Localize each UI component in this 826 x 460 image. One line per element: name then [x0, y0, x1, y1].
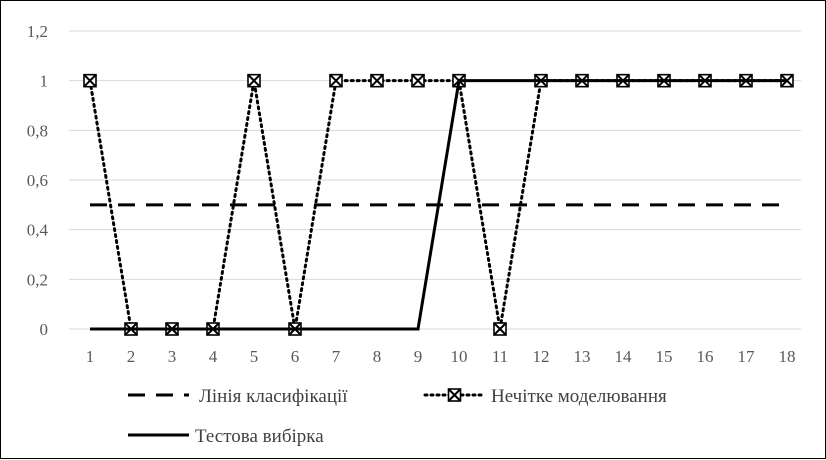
marker-cross-b [411, 73, 425, 88]
x-axis-ticks: 1 2 3 4 5 6 7 8 9 10 11 12 13 14 15 16 17 18 [86, 347, 796, 366]
legend-item-2: Нечітке моделювання [423, 386, 667, 407]
marker-cross-b [329, 73, 343, 88]
boxed-x-marker [83, 73, 97, 88]
boxed-x-marker [370, 73, 384, 88]
legend-item-3: Тестова вибірка [128, 426, 324, 447]
x-tick-label: 18 [779, 347, 796, 366]
x-tick-label: 13 [574, 347, 591, 366]
marker-cross-b [83, 73, 97, 88]
y-tick-label: 0 [40, 320, 49, 339]
x-tick-label: 8 [373, 347, 382, 366]
x-tick-label: 3 [168, 347, 177, 366]
x-tick-label: 11 [492, 347, 508, 366]
x-tick-label: 6 [291, 347, 300, 366]
legend-label: Нечітке моделювання [491, 386, 667, 407]
boxed-x-marker [493, 322, 507, 336]
y-tick-label: 1 [40, 72, 49, 91]
legend-label: Лінія класифікації [199, 386, 348, 407]
x-tick-label: 17 [738, 347, 756, 366]
gridlines [69, 30, 801, 330]
x-tick-label: 15 [656, 347, 673, 366]
legend-label: Тестова вибірка [195, 426, 324, 447]
x-tick-label: 4 [209, 347, 218, 366]
boxed-x-marker [329, 73, 343, 88]
x-tick-label: 5 [250, 347, 259, 366]
x-tick-label: 14 [615, 347, 633, 366]
y-tick-label: 0,6 [27, 171, 48, 190]
marker-cross-b [447, 388, 462, 402]
marker-cross-b [493, 322, 507, 336]
series-line-3 [90, 79, 787, 331]
boxed-x-marker [447, 388, 462, 402]
x-tick-label: 16 [697, 347, 714, 366]
x-tick-label: 1 [86, 347, 95, 366]
x-tick-label: 9 [414, 347, 423, 366]
x-tick-label: 7 [332, 347, 341, 366]
y-tick-label: 0,2 [27, 270, 48, 289]
marker-cross-b [247, 73, 261, 88]
x-tick-label: 2 [127, 347, 136, 366]
marker-cross-b [370, 73, 384, 88]
x-tick-label: 10 [451, 347, 468, 366]
y-axis-ticks: 0 0,2 0,4 0,6 0,8 1 1,2 [27, 22, 49, 339]
boxed-x-marker [247, 73, 261, 88]
boxed-x-marker [411, 73, 425, 88]
y-tick-label: 0,4 [27, 221, 49, 240]
legend: Лінія класифікації Нечітке моделювання Тес… [128, 386, 667, 447]
legend-item-1: Лінія класифікації [128, 386, 348, 407]
series-group [83, 73, 794, 336]
y-tick-label: 0,8 [27, 121, 48, 140]
x-tick-label: 12 [533, 347, 550, 366]
y-tick-label: 1,2 [27, 22, 48, 41]
